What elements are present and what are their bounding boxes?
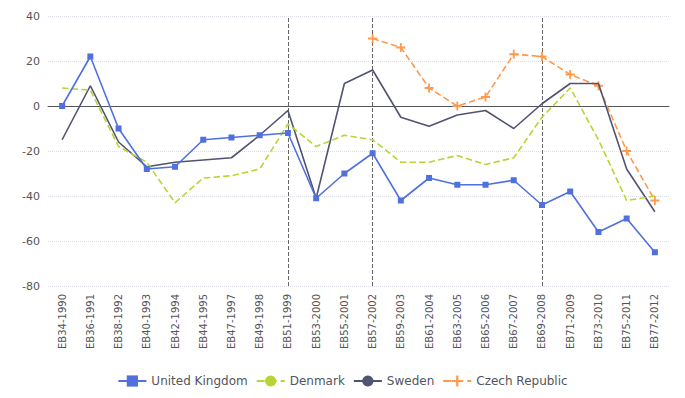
svg-text:EB49-1998: EB49-1998 — [254, 294, 265, 349]
svg-text:EB34-1990: EB34-1990 — [57, 294, 68, 349]
svg-text:EB73-2010: EB73-2010 — [593, 294, 604, 349]
svg-text:Sweden: Sweden — [387, 374, 434, 388]
svg-text:EB61-2004: EB61-2004 — [424, 294, 435, 349]
svg-text:EB40-1993: EB40-1993 — [141, 294, 152, 349]
svg-text:EB59-2003: EB59-2003 — [395, 294, 406, 349]
svg-text:-40: -40 — [22, 190, 40, 203]
svg-text:-60: -60 — [22, 235, 40, 248]
svg-text:EB71-2009: EB71-2009 — [565, 294, 576, 349]
svg-text:EB65-2006: EB65-2006 — [480, 294, 491, 349]
svg-text:EB55-2001: EB55-2001 — [339, 294, 350, 349]
svg-text:EB38-1992: EB38-1992 — [113, 294, 124, 349]
svg-text:EB75-2011: EB75-2011 — [621, 294, 632, 349]
svg-text:EB63-2005: EB63-2005 — [452, 294, 463, 349]
svg-text:EB36-1991: EB36-1991 — [85, 294, 96, 349]
svg-text:-20: -20 — [22, 145, 40, 158]
svg-text:40: 40 — [26, 10, 40, 23]
svg-text:-80: -80 — [22, 280, 40, 293]
svg-text:EB44-1995: EB44-1995 — [198, 294, 209, 349]
svg-text:20: 20 — [26, 55, 40, 68]
svg-text:Denmark: Denmark — [290, 374, 345, 388]
svg-text:Czech Republic: Czech Republic — [476, 374, 567, 388]
svg-text:EB42-1994: EB42-1994 — [170, 294, 181, 349]
svg-text:EB67-2007: EB67-2007 — [508, 294, 519, 349]
svg-text:EB47-1997: EB47-1997 — [226, 294, 237, 349]
svg-text:EB77-2012: EB77-2012 — [649, 294, 660, 349]
svg-text:EB53-2000: EB53-2000 — [311, 294, 322, 349]
svg-text:United Kingdom: United Kingdom — [151, 374, 247, 388]
svg-text:EB57-2002: EB57-2002 — [367, 294, 378, 349]
svg-text:EB69-2008: EB69-2008 — [536, 294, 547, 349]
svg-text:0: 0 — [33, 100, 40, 113]
svg-text:EB51-1999: EB51-1999 — [282, 294, 293, 349]
